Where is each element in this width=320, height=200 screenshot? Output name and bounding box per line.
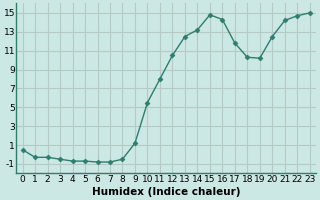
X-axis label: Humidex (Indice chaleur): Humidex (Indice chaleur)	[92, 187, 240, 197]
